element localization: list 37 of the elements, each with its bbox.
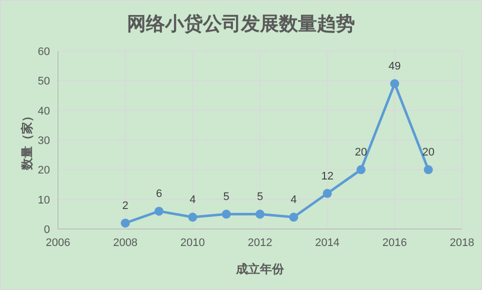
y-tick-label: 40 xyxy=(38,105,50,118)
y-tick-label: 30 xyxy=(38,135,50,147)
y-tick-label: 60 xyxy=(38,46,50,58)
point xyxy=(222,210,231,219)
x-tick-label: 2016 xyxy=(382,237,407,249)
point xyxy=(256,210,264,219)
data-label: 4 xyxy=(290,194,297,206)
x-tick-label: 2010 xyxy=(180,237,205,249)
point xyxy=(154,206,164,216)
x-tick-label: 2014 xyxy=(315,237,340,249)
x-tick-label: 2006 xyxy=(46,237,70,249)
data-label: 6 xyxy=(156,188,162,200)
data-label: 2 xyxy=(122,200,128,212)
data-label: 5 xyxy=(256,191,264,204)
data-label: 20 xyxy=(422,146,434,159)
data-label: 5 xyxy=(223,191,230,204)
point xyxy=(356,165,366,174)
data-label: 49 xyxy=(388,60,401,73)
data-label: 12 xyxy=(321,170,334,182)
point xyxy=(390,79,400,88)
point xyxy=(289,212,298,222)
y-tick-label: 20 xyxy=(38,164,50,177)
x-tick-label: 2008 xyxy=(113,237,138,249)
x-axis-title: 成立年份 xyxy=(235,262,285,276)
y-tick-label: 0 xyxy=(44,224,50,236)
y-tick-label: 10 xyxy=(38,194,50,206)
point xyxy=(424,165,433,174)
x-tick-label: 2012 xyxy=(248,237,272,249)
point xyxy=(188,212,198,222)
y-axis-title: 数量（家） xyxy=(20,110,34,171)
point xyxy=(322,188,332,198)
data-label: 20 xyxy=(354,146,368,159)
chart-title: 网络小贷公司发展数量趋势 xyxy=(127,13,355,35)
x-tick-label: 2018 xyxy=(450,237,474,249)
y-tick-label: 50 xyxy=(38,76,50,88)
data-label: 4 xyxy=(190,194,196,206)
point xyxy=(120,218,130,228)
